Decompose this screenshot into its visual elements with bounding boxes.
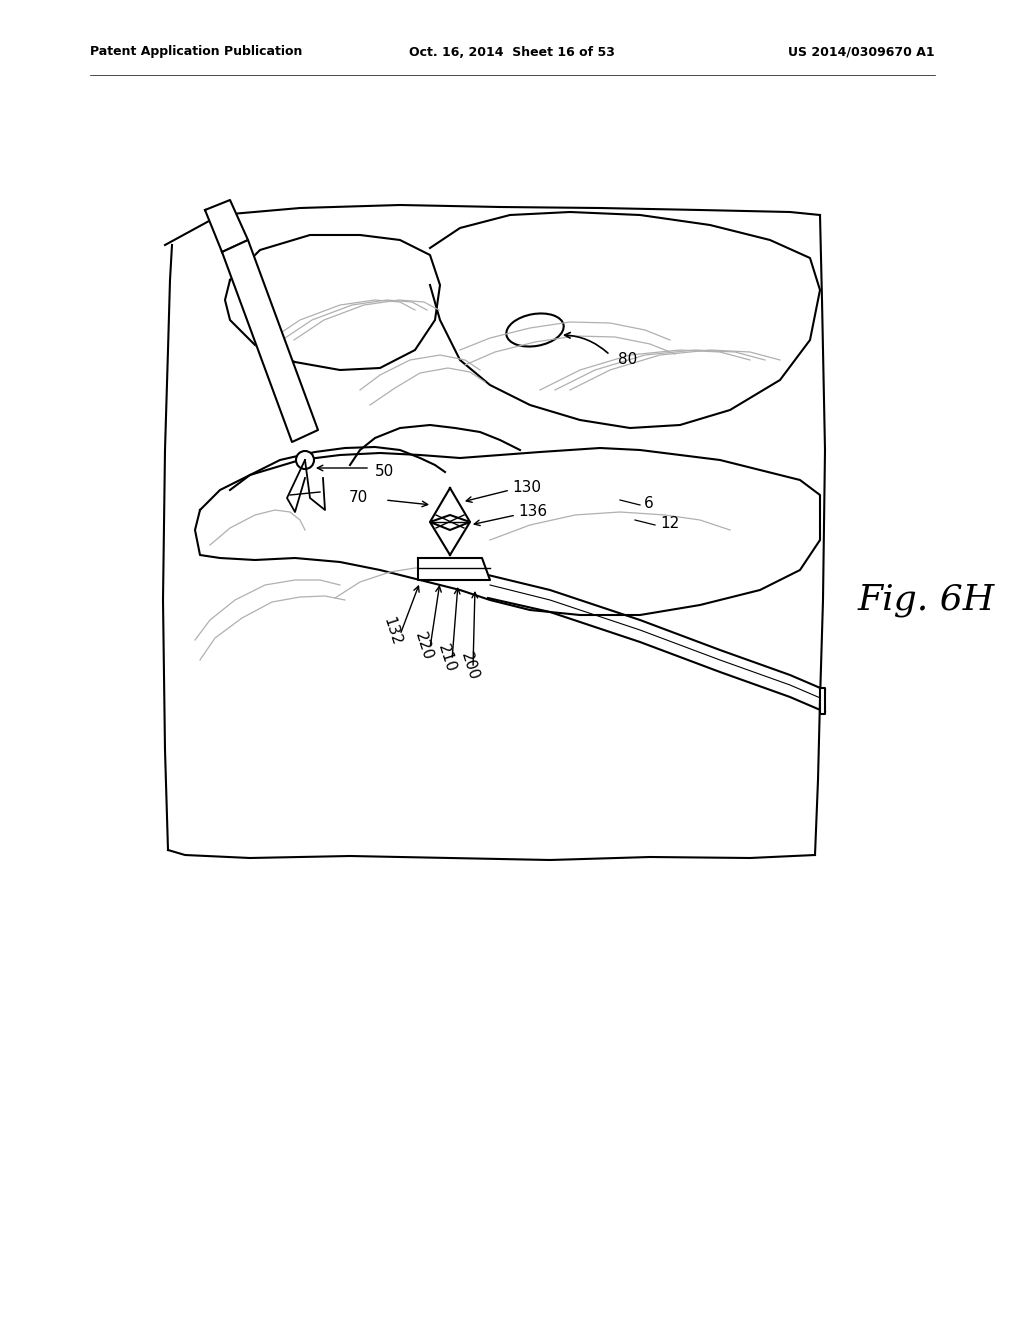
Polygon shape bbox=[222, 240, 318, 442]
Text: 220: 220 bbox=[413, 630, 435, 663]
Text: 132: 132 bbox=[380, 616, 403, 648]
Text: 50: 50 bbox=[375, 465, 394, 479]
Polygon shape bbox=[418, 558, 490, 579]
Polygon shape bbox=[430, 488, 470, 521]
Polygon shape bbox=[205, 201, 248, 252]
Text: 130: 130 bbox=[512, 479, 541, 495]
Polygon shape bbox=[430, 521, 470, 554]
Polygon shape bbox=[820, 688, 825, 714]
Text: 70: 70 bbox=[349, 491, 368, 506]
Text: Patent Application Publication: Patent Application Publication bbox=[90, 45, 302, 58]
Text: 210: 210 bbox=[435, 642, 459, 675]
Ellipse shape bbox=[506, 313, 563, 347]
Text: 6: 6 bbox=[644, 495, 653, 511]
Circle shape bbox=[296, 451, 314, 469]
Text: 136: 136 bbox=[518, 504, 547, 520]
Text: Oct. 16, 2014  Sheet 16 of 53: Oct. 16, 2014 Sheet 16 of 53 bbox=[409, 45, 615, 58]
Text: 80: 80 bbox=[618, 352, 637, 367]
Text: US 2014/0309670 A1: US 2014/0309670 A1 bbox=[788, 45, 935, 58]
Text: 12: 12 bbox=[660, 516, 679, 531]
Text: Fig. 6H: Fig. 6H bbox=[858, 583, 995, 616]
Text: 200: 200 bbox=[459, 649, 481, 682]
